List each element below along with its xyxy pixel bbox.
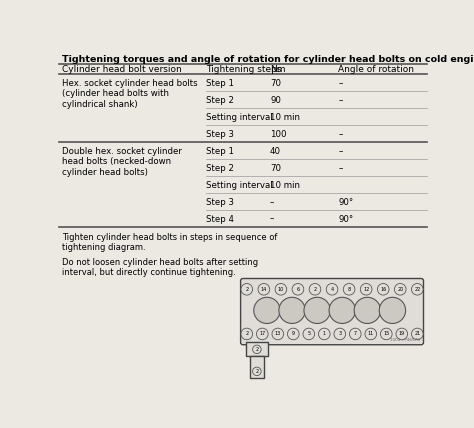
Text: 70: 70 <box>270 79 281 88</box>
Text: 2: 2 <box>255 347 258 352</box>
Text: 10 min: 10 min <box>270 113 300 122</box>
Text: Nm: Nm <box>270 65 285 74</box>
Circle shape <box>396 328 408 340</box>
Text: 1: 1 <box>323 331 326 336</box>
Ellipse shape <box>304 297 330 324</box>
Text: 10 min: 10 min <box>270 181 300 190</box>
Circle shape <box>303 328 315 340</box>
Text: Tightening steps: Tightening steps <box>206 65 281 74</box>
Text: 20: 20 <box>397 287 403 292</box>
Ellipse shape <box>279 297 305 324</box>
Text: 16: 16 <box>380 287 386 292</box>
Text: Step 4: Step 4 <box>206 214 234 223</box>
Text: 40: 40 <box>270 147 281 156</box>
Circle shape <box>258 283 270 295</box>
Text: Do not loosen cylinder head bolts after setting
interval, but directly continue : Do not loosen cylinder head bolts after … <box>63 258 258 277</box>
Text: Step 1: Step 1 <box>206 79 234 88</box>
Text: Tighten cylinder head bolts in steps in sequence of
tightening diagram.: Tighten cylinder head bolts in steps in … <box>63 233 278 253</box>
Text: Double hex. socket cylinder
head bolts (necked-down
cylinder head bolts): Double hex. socket cylinder head bolts (… <box>63 147 182 177</box>
Circle shape <box>319 328 330 340</box>
Circle shape <box>411 283 423 295</box>
Text: Setting interval: Setting interval <box>206 113 273 122</box>
Text: –: – <box>338 164 343 173</box>
Text: 11: 11 <box>368 331 374 336</box>
Circle shape <box>241 283 253 295</box>
Text: Step 2: Step 2 <box>206 164 234 173</box>
Text: 4: 4 <box>330 287 334 292</box>
Text: 2: 2 <box>255 369 258 374</box>
Text: 8: 8 <box>347 287 351 292</box>
Text: –: – <box>338 96 343 105</box>
Text: 7: 7 <box>354 331 357 336</box>
Circle shape <box>275 283 287 295</box>
Circle shape <box>253 345 261 354</box>
Text: 1003 - P46570: 1003 - P46570 <box>390 338 419 342</box>
Text: 90°: 90° <box>338 214 354 223</box>
Text: 14: 14 <box>261 287 267 292</box>
Text: 21: 21 <box>414 331 420 336</box>
Text: Step 1: Step 1 <box>206 147 234 156</box>
Text: 12: 12 <box>363 287 369 292</box>
Text: 3: 3 <box>338 331 341 336</box>
Text: 15: 15 <box>383 331 390 336</box>
Circle shape <box>394 283 406 295</box>
Circle shape <box>411 328 423 340</box>
Ellipse shape <box>379 297 406 324</box>
Text: 90: 90 <box>270 96 281 105</box>
Text: –: – <box>338 130 343 139</box>
Text: 22: 22 <box>414 287 420 292</box>
Text: Step 3: Step 3 <box>206 198 234 207</box>
Text: 2: 2 <box>245 287 248 292</box>
Bar <box>246 342 268 356</box>
Text: Setting interval: Setting interval <box>206 181 273 190</box>
Circle shape <box>253 367 261 376</box>
Circle shape <box>377 283 389 295</box>
Circle shape <box>343 283 355 295</box>
Text: Tightening torques and angle of rotation for cylinder head bolts on cold engine: Tightening torques and angle of rotation… <box>63 55 474 64</box>
Circle shape <box>326 283 338 295</box>
Text: 5: 5 <box>307 331 310 336</box>
Text: 100: 100 <box>270 130 287 139</box>
Text: 2: 2 <box>313 287 317 292</box>
Text: 10: 10 <box>278 287 284 292</box>
Circle shape <box>309 283 321 295</box>
Text: Hex. socket cylinder head bolts
(cylinder head bolts with
cylindrical shank): Hex. socket cylinder head bolts (cylinde… <box>63 79 198 109</box>
Text: 9: 9 <box>292 331 295 336</box>
Circle shape <box>349 328 361 340</box>
Text: 17: 17 <box>259 331 265 336</box>
Circle shape <box>272 328 283 340</box>
Text: Angle of rotation: Angle of rotation <box>338 65 414 74</box>
Text: –: – <box>338 147 343 156</box>
Circle shape <box>334 328 346 340</box>
Text: 13: 13 <box>274 331 281 336</box>
Circle shape <box>360 283 372 295</box>
Circle shape <box>292 283 304 295</box>
Circle shape <box>381 328 392 340</box>
Bar <box>250 356 264 378</box>
Text: –: – <box>338 79 343 88</box>
Text: –: – <box>270 198 274 207</box>
Circle shape <box>288 328 299 340</box>
Text: 90°: 90° <box>338 198 354 207</box>
Text: Step 2: Step 2 <box>206 96 234 105</box>
Text: Step 3: Step 3 <box>206 130 234 139</box>
Circle shape <box>241 328 253 340</box>
Circle shape <box>256 328 268 340</box>
Text: –: – <box>270 214 274 223</box>
Text: 6: 6 <box>296 287 300 292</box>
Ellipse shape <box>354 297 381 324</box>
Text: 70: 70 <box>270 164 281 173</box>
Circle shape <box>365 328 377 340</box>
Text: 19: 19 <box>399 331 405 336</box>
Ellipse shape <box>254 297 280 324</box>
Text: 2: 2 <box>245 331 248 336</box>
Text: Cylinder head bolt version: Cylinder head bolt version <box>63 65 182 74</box>
Ellipse shape <box>329 297 356 324</box>
FancyBboxPatch shape <box>241 279 423 345</box>
